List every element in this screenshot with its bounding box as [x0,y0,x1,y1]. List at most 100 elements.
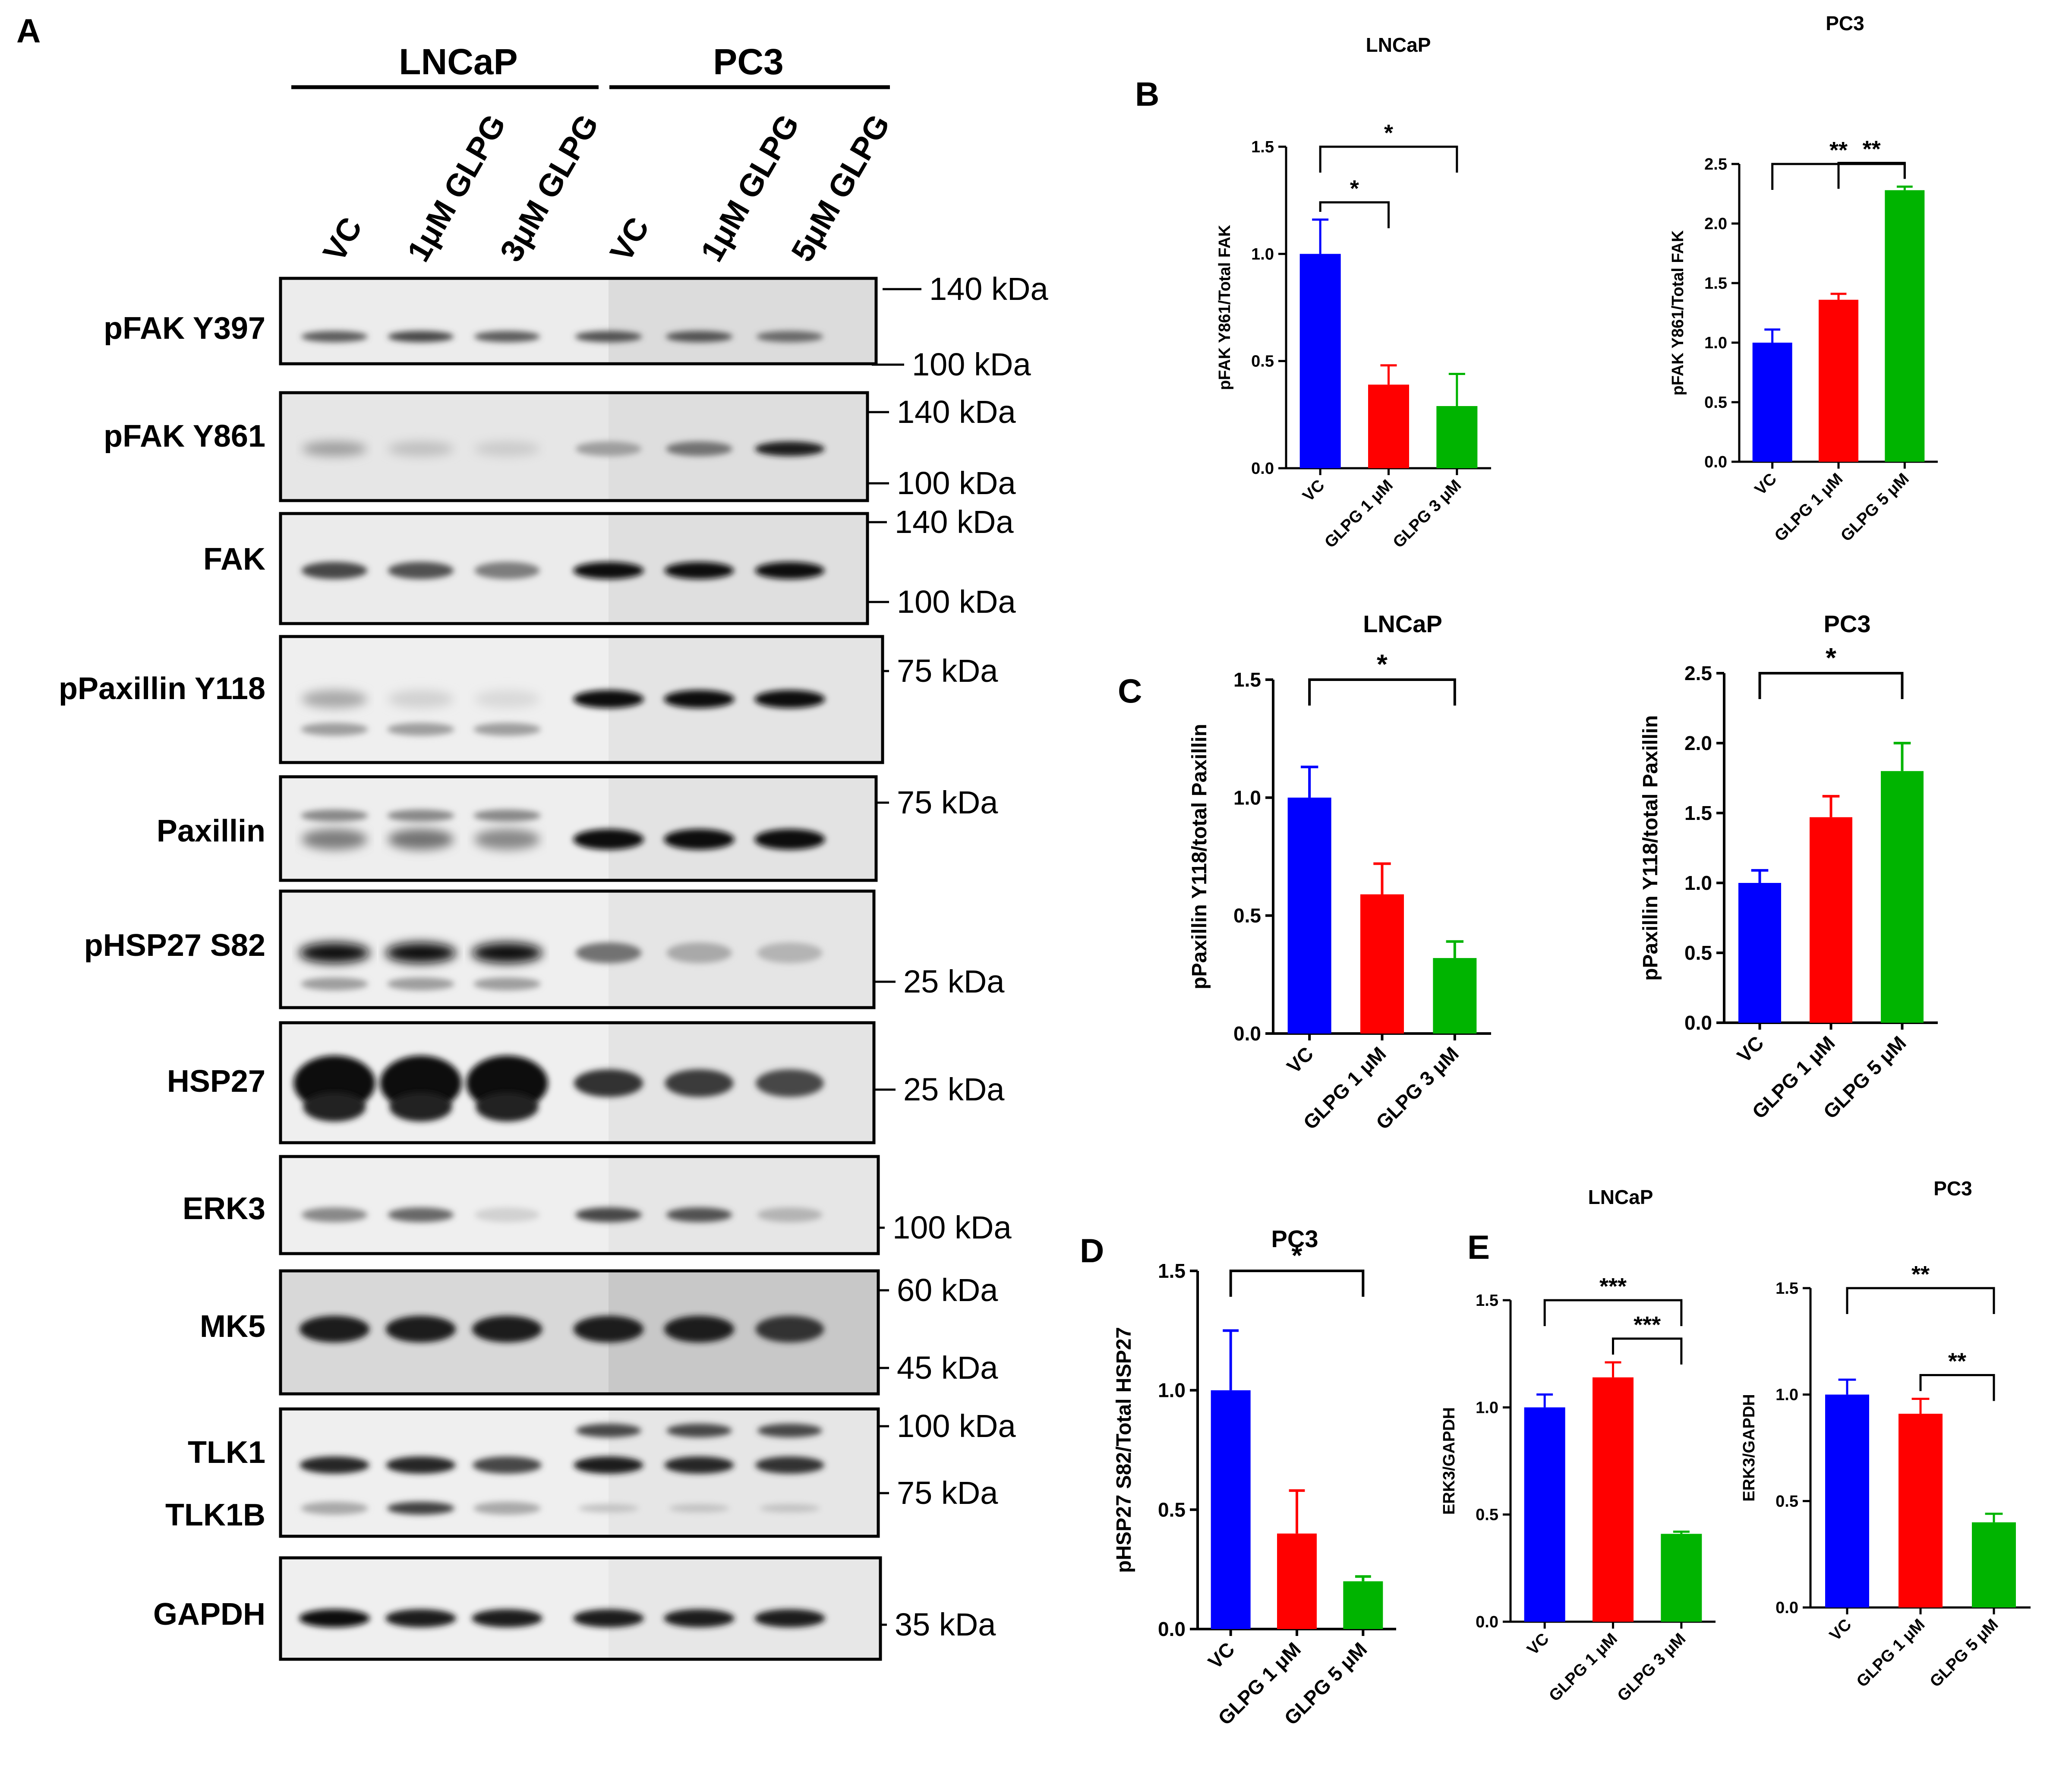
significance-label: ** [1863,136,1881,162]
blot-row: pFAK Y861 140 kDa 100 kDa [104,391,1016,502]
blot-background [609,1409,878,1536]
lane-label: VC [316,211,369,268]
blot-row: pPaxillin Y118 75 kDa [59,635,998,764]
blot-frame [279,775,878,882]
y-tick-label: 0.0 [1476,1613,1498,1631]
chart-title: PC3 [1826,12,1864,35]
blot-band [573,1316,644,1343]
mw-marker-label: 100 kDa [912,347,1031,382]
y-tick-label: 0.0 [1233,1022,1261,1045]
blot-band [760,1504,820,1513]
significance-bracket [1846,1287,1995,1314]
significance-label: ** [1911,1261,1930,1287]
panel-label-e: E [1467,1228,1490,1266]
blot-band [472,1609,542,1627]
blot-band [573,562,644,579]
y-axis-label: ERK3/GAPDH [1440,1407,1458,1515]
bar [1360,894,1404,1034]
blot-band [474,1207,540,1222]
significance-bracket [1319,201,1390,228]
blot-band [669,1504,729,1513]
blot-band [387,810,454,822]
blot-band [387,1502,454,1515]
significance-bracket [1919,1374,1995,1401]
y-tick-label: 0.0 [1684,1012,1712,1034]
bar-chart: LNCaP 0.0 0.5 1.0 1.5 pPaxillin Y118/total Pa… [1188,610,1491,1134]
blot-band [473,723,541,736]
blot-band [576,1424,641,1437]
blot-band [755,562,825,579]
blot-band [388,1207,454,1222]
blot-row-label: TLK1 [188,1435,265,1470]
chart-title: LNCaP [1588,1186,1653,1208]
blot-row: MK5 60 kDa 45 kDa [200,1269,998,1396]
x-tick-label: GLPG 3 μM [1390,476,1465,552]
blot-background [609,1271,878,1394]
y-axis-label: pFAK Y861/Total FAK [1216,225,1234,390]
y-tick-label: 2.5 [1704,155,1727,173]
x-tick-label: VC [1826,1616,1855,1645]
x-tick-label: GLPG 3 μM [1614,1630,1690,1705]
x-tick-label: GLPG 1 μM [1321,476,1397,552]
significance-label: ** [1829,137,1848,163]
mw-marker-label: 100 kDa [897,1408,1016,1444]
significance-label: * [1826,642,1836,673]
blot-band [665,1069,734,1097]
y-tick-label: 0.5 [1776,1492,1798,1510]
blot-band [301,723,368,736]
blot-frame [279,1269,880,1396]
y-tick-label: 1.0 [1684,872,1712,894]
blot-band [389,1092,452,1122]
significance-label: * [1377,649,1388,680]
significance-label: * [1384,120,1393,146]
y-tick-label: 1.0 [1704,334,1727,352]
y-tick-label: 0.0 [1776,1599,1798,1617]
blot-row-label: pPaxillin Y118 [59,671,265,706]
bar [1436,406,1478,468]
blot-band [388,829,454,850]
blot-row-label: pHSP27 S82 [84,928,265,963]
blot-band [666,1207,732,1222]
y-tick-label: 1.5 [1704,274,1727,293]
mw-marker-label: 100 kDa [897,465,1016,501]
blot-band [474,331,540,342]
significance-bracket [1758,672,1904,699]
blot-band [474,829,540,850]
blot-background [609,1023,874,1143]
y-tick-label: 0.5 [1158,1498,1186,1521]
mw-marker-label: 35 kDa [895,1607,996,1642]
blot-frame [279,391,869,502]
y-tick-label: 2.0 [1704,215,1727,233]
blot-background [609,777,876,880]
y-tick-label: 1.5 [1251,138,1274,156]
mw-marker-label: 140 kDa [897,394,1016,430]
blot-band [474,562,540,579]
blot-band [301,1502,368,1515]
blot-band [299,942,370,963]
blot-band [301,331,368,342]
significance-bracket [1612,1337,1683,1365]
x-tick-label: VC [1733,1031,1768,1067]
mw-marker-label: 75 kDa [897,785,998,820]
blot-background [609,891,874,1008]
blot-band [574,1456,643,1474]
bar [1738,883,1781,1023]
blot-background [609,278,876,364]
blot-band [666,942,732,963]
bar [1524,1407,1565,1622]
bar [1825,1394,1869,1607]
blot-row-label: pFAK Y861 [104,419,265,454]
blot-band [303,1092,366,1122]
blot-background [281,278,609,364]
blot-band [301,829,368,850]
y-tick-label: 0.5 [1476,1506,1498,1524]
blot-band [385,1316,456,1343]
blot-row: TLK1 TLK1B 100 kDa 75 kDa [165,1407,1016,1538]
mw-marker-label: 60 kDa [897,1272,998,1308]
blot-band [474,441,540,456]
blot-band [666,441,732,456]
x-tick-label: VC [1523,1630,1552,1659]
